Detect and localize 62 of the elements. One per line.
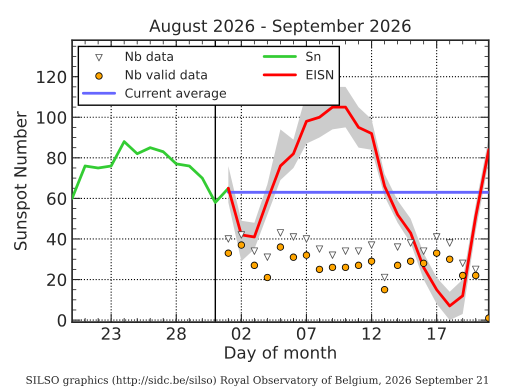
- point: [446, 256, 454, 263]
- point: [394, 243, 402, 251]
- point: [446, 239, 454, 247]
- legend-label: Current average: [125, 88, 226, 100]
- line-series: [72, 140, 230, 204]
- point: [406, 258, 414, 265]
- y-tick-label: 40: [46, 232, 66, 246]
- point: [342, 264, 350, 272]
- y-tick-label: 120: [37, 70, 66, 84]
- point: [420, 260, 428, 267]
- point: [354, 247, 362, 255]
- point: [224, 249, 232, 257]
- point: [459, 272, 466, 280]
- x-tick-label: 23: [102, 327, 120, 340]
- point: [238, 231, 246, 239]
- y-axis-title: Sunspot Number: [14, 111, 30, 250]
- point: [238, 241, 246, 249]
- point: [302, 252, 310, 259]
- x-tick-label: 28: [166, 327, 186, 340]
- point: [224, 235, 232, 243]
- point: [264, 274, 272, 282]
- x-axis-title: Day of month: [225, 346, 336, 362]
- point: [406, 239, 414, 247]
- point: [420, 247, 428, 255]
- point: [368, 258, 376, 265]
- y-tick-label: 20: [47, 274, 66, 286]
- y-tick-label: 80: [47, 152, 66, 164]
- point: [394, 262, 402, 270]
- chart-title: August 2026 - September 2026: [149, 19, 411, 36]
- legend-label: Sn: [306, 52, 320, 62]
- x-tick-label: 12: [362, 327, 380, 340]
- legend-label: EISN: [306, 70, 334, 80]
- point: [316, 245, 324, 253]
- point: [276, 229, 284, 237]
- x-tick-label: 17: [428, 328, 446, 340]
- point: [316, 266, 324, 274]
- point: [276, 243, 284, 251]
- point: [328, 264, 336, 272]
- point: [342, 247, 350, 255]
- point: [368, 241, 376, 249]
- point: [290, 233, 298, 241]
- point: [380, 274, 388, 282]
- point: [380, 286, 388, 294]
- legend-label: Nb data: [126, 51, 173, 62]
- point: [264, 254, 272, 261]
- y-tick-label: 60: [47, 192, 66, 205]
- point: [472, 272, 480, 280]
- point: [250, 247, 258, 255]
- x-tick-label: 07: [296, 327, 316, 340]
- point: [432, 233, 440, 241]
- y-tick-label: 100: [37, 111, 66, 124]
- point: [302, 235, 310, 243]
- x-tick-label: 02: [232, 327, 250, 340]
- point: [354, 262, 362, 270]
- point: [250, 262, 258, 270]
- legend-label: Nb valid data: [126, 70, 207, 80]
- y-tick-label: 0: [58, 314, 66, 327]
- point: [432, 249, 440, 257]
- text: SILSO graphics (http://sidc.be/silso) Royal Observatory of Belgium, 2026 September 21: [26, 376, 488, 386]
- point: [328, 252, 336, 259]
- point: [290, 254, 298, 261]
- point: [459, 260, 466, 267]
